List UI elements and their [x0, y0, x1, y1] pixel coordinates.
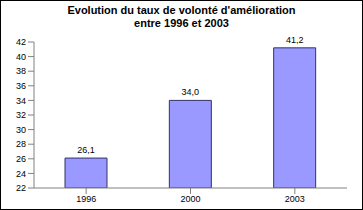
- svg-text:38: 38: [16, 66, 26, 76]
- svg-text:34,0: 34,0: [182, 87, 200, 97]
- svg-text:42: 42: [16, 37, 26, 47]
- svg-text:1996: 1996: [76, 194, 96, 204]
- svg-text:40: 40: [16, 52, 26, 62]
- svg-text:28: 28: [16, 139, 26, 149]
- svg-text:22: 22: [16, 183, 26, 193]
- svg-text:26: 26: [16, 154, 26, 164]
- html-text:Evolution du taux de volonté d: Evolution du taux de volonté d'améliorat…: [67, 4, 296, 16]
- svg-text:2000: 2000: [180, 194, 200, 204]
- svg-text:34: 34: [16, 96, 26, 106]
- svg-text:26,1: 26,1: [77, 145, 95, 155]
- svg-text:30: 30: [16, 125, 26, 135]
- html-text:entre 1996 et 2003: entre 1996 et 2003: [134, 17, 229, 29]
- svg-text:41,2: 41,2: [286, 35, 304, 45]
- svg-text:24: 24: [16, 169, 26, 179]
- svg-text:2003: 2003: [285, 194, 305, 204]
- svg-text:32: 32: [16, 110, 26, 120]
- svg-text:36: 36: [16, 81, 26, 91]
